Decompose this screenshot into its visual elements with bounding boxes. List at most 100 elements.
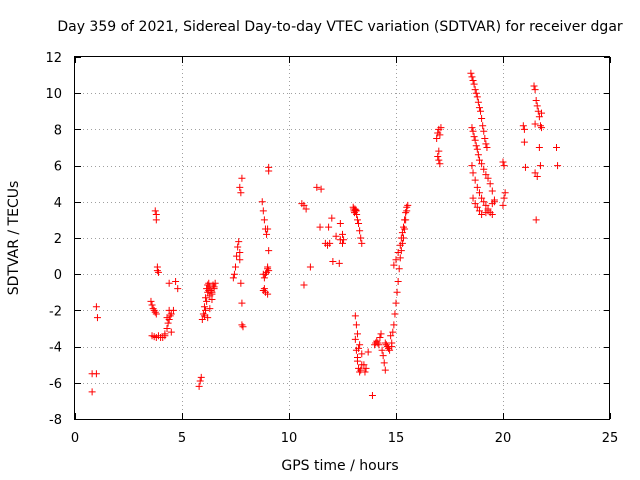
data-point bbox=[235, 238, 243, 246]
data-point bbox=[381, 366, 389, 374]
data-point bbox=[478, 115, 486, 123]
data-point bbox=[377, 330, 385, 338]
data-point bbox=[480, 198, 488, 206]
y-tick-label: 2 bbox=[54, 232, 62, 247]
data-point bbox=[92, 370, 100, 378]
data-point bbox=[478, 160, 486, 168]
data-point bbox=[397, 234, 405, 242]
data-point bbox=[149, 305, 157, 313]
data-point bbox=[200, 312, 208, 320]
data-point bbox=[236, 183, 244, 191]
data-point bbox=[480, 165, 488, 173]
data-point bbox=[239, 323, 247, 331]
data-point bbox=[306, 263, 314, 271]
data-point bbox=[474, 98, 482, 106]
data-point bbox=[433, 134, 441, 142]
data-point bbox=[469, 194, 477, 202]
data-point bbox=[436, 131, 444, 139]
data-point bbox=[234, 243, 242, 251]
data-point bbox=[554, 162, 562, 170]
data-point bbox=[93, 314, 101, 322]
data-point bbox=[404, 201, 412, 209]
data-point bbox=[364, 348, 372, 356]
data-point bbox=[475, 156, 483, 164]
data-point bbox=[481, 134, 489, 142]
data-point bbox=[259, 270, 267, 278]
data-point bbox=[475, 189, 483, 197]
y-tick-label: -2 bbox=[49, 304, 62, 319]
data-point bbox=[236, 256, 244, 264]
data-point bbox=[353, 210, 361, 218]
data-point bbox=[265, 247, 273, 255]
data-point bbox=[381, 339, 389, 347]
data-point bbox=[357, 234, 365, 242]
data-point bbox=[396, 241, 404, 249]
data-point bbox=[205, 286, 213, 294]
data-point bbox=[471, 200, 479, 208]
data-point bbox=[536, 122, 544, 130]
data-point bbox=[200, 303, 208, 311]
data-point bbox=[434, 153, 442, 161]
data-point bbox=[500, 194, 508, 202]
y-tick-label: -6 bbox=[49, 377, 62, 392]
data-point bbox=[435, 156, 443, 164]
data-point bbox=[208, 296, 216, 304]
data-point bbox=[260, 216, 268, 224]
data-point bbox=[260, 285, 268, 293]
data-point bbox=[482, 201, 490, 209]
data-point bbox=[483, 144, 491, 151]
data-point bbox=[482, 209, 490, 217]
data-point bbox=[387, 332, 395, 340]
data-point bbox=[352, 321, 360, 329]
data-point bbox=[161, 332, 169, 340]
data-point bbox=[386, 346, 394, 354]
data-points bbox=[88, 69, 562, 399]
data-point bbox=[165, 279, 173, 287]
data-point bbox=[373, 337, 381, 345]
data-point bbox=[153, 267, 161, 275]
data-point bbox=[236, 248, 244, 256]
data-point bbox=[237, 279, 245, 287]
data-point bbox=[473, 145, 481, 153]
data-point bbox=[376, 334, 384, 342]
data-point bbox=[258, 198, 266, 206]
data-point bbox=[152, 310, 160, 318]
data-point bbox=[436, 160, 444, 168]
data-point bbox=[329, 258, 337, 266]
data-point bbox=[472, 89, 480, 97]
data-point bbox=[379, 352, 387, 360]
y-tick-label: 0 bbox=[54, 268, 62, 283]
data-point bbox=[470, 133, 478, 141]
data-point bbox=[265, 267, 273, 275]
data-point bbox=[154, 268, 162, 276]
data-point bbox=[151, 308, 159, 316]
data-point bbox=[499, 201, 507, 209]
data-point bbox=[468, 162, 476, 170]
y-tick-label: 10 bbox=[45, 87, 62, 102]
data-point bbox=[202, 306, 210, 314]
data-point bbox=[480, 127, 488, 135]
data-point bbox=[488, 187, 496, 195]
data-point bbox=[473, 93, 481, 101]
x-tick-label: 25 bbox=[602, 431, 619, 446]
data-point bbox=[88, 388, 96, 396]
data-point bbox=[397, 247, 405, 255]
data-point bbox=[531, 120, 539, 128]
data-point bbox=[475, 207, 483, 215]
data-point bbox=[167, 310, 175, 318]
data-point bbox=[211, 279, 219, 287]
data-point bbox=[382, 341, 390, 349]
data-point bbox=[473, 203, 481, 211]
data-point bbox=[394, 248, 402, 256]
x-axis-label: GPS time / hours bbox=[281, 458, 398, 474]
data-point bbox=[385, 344, 393, 352]
data-point bbox=[265, 167, 273, 175]
data-point bbox=[357, 366, 365, 374]
data-point bbox=[232, 263, 239, 271]
data-point bbox=[392, 299, 400, 307]
data-point bbox=[148, 301, 156, 309]
data-point bbox=[229, 274, 237, 282]
data-point bbox=[396, 254, 404, 262]
data-point bbox=[500, 162, 508, 170]
